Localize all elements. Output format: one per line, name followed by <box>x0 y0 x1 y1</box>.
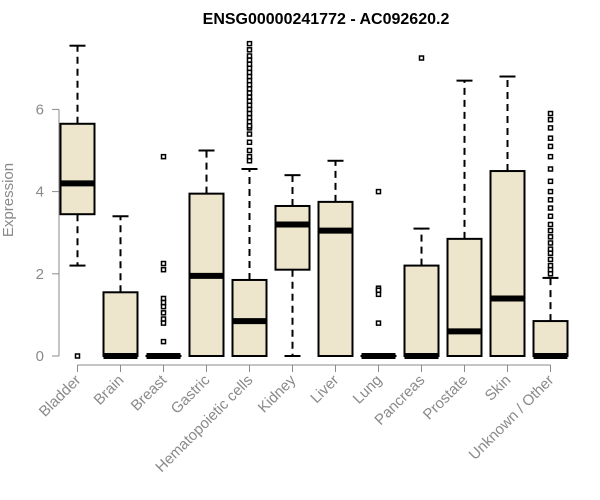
plot-area <box>59 40 569 359</box>
x-tick-label-5: Kidney <box>255 371 300 416</box>
box-group-8 <box>403 55 440 359</box>
outlier-7-4 <box>375 320 382 326</box>
box-group-11 <box>532 110 569 359</box>
outlier-2-6 <box>160 310 167 316</box>
box-1 <box>102 291 139 358</box>
outlier-4-25 <box>246 40 253 47</box>
outlier-11-15 <box>547 166 554 172</box>
outlier-11-13 <box>547 188 554 195</box>
outlier-11-10 <box>547 213 554 220</box>
y-tick-label-0: 0 <box>36 348 44 365</box>
outlier-11-8 <box>547 227 554 234</box>
x-tick-label-9: Prostate <box>420 372 472 424</box>
y-axis: 0 2 4 6 <box>36 101 60 365</box>
box-group-3 <box>188 149 225 357</box>
box-0 <box>59 122 96 216</box>
y-tick-label-6: 6 <box>36 101 44 118</box>
x-tick-label-1: Brain <box>91 372 128 409</box>
outlier-4-23 <box>246 53 253 59</box>
outlier-11-19 <box>547 125 554 131</box>
x-tick-label-0: Bladder <box>36 372 85 421</box>
box-5 <box>274 204 311 271</box>
box-group-10 <box>489 75 526 357</box>
x-tick-label-10: Skin <box>482 372 515 405</box>
outlier-4-24 <box>246 47 253 53</box>
box-group-9 <box>446 79 483 358</box>
outlier-2-1 <box>160 260 167 267</box>
outlier-11-2 <box>547 262 554 269</box>
outlier-4-2 <box>246 147 253 154</box>
outlier-11-14 <box>547 178 554 185</box>
outlier-2-5 <box>160 303 167 310</box>
box-11 <box>532 320 569 358</box>
box-6 <box>317 200 354 357</box>
outlier-7-3 <box>375 291 382 298</box>
outlier-7-0 <box>375 188 382 195</box>
box-group-0 <box>59 44 96 359</box>
x-tick-label-7: Lung <box>350 372 386 408</box>
box-4 <box>231 278 268 357</box>
outlier-4-1 <box>246 153 253 160</box>
y-axis-label: Expression <box>0 163 17 237</box>
box-10 <box>489 170 526 357</box>
box-group-1 <box>102 215 139 359</box>
outlier-11-7 <box>547 234 554 240</box>
outlier-11-20 <box>547 116 554 123</box>
outlier-4-4 <box>246 131 253 137</box>
y-tick-label-2: 2 <box>36 266 44 283</box>
outlier-2-9 <box>160 338 167 345</box>
x-tick-label-6: Liver <box>307 372 342 407</box>
outlier-11-12 <box>547 197 554 203</box>
outlier-11-3 <box>547 256 554 263</box>
outlier-11-17 <box>547 143 554 150</box>
chart-title: ENSG00000241772 - AC092620.2 <box>203 11 450 28</box>
outlier-11-9 <box>547 221 554 228</box>
box-group-2 <box>145 153 182 359</box>
outlier-8-0 <box>418 55 425 61</box>
outlier-2-8 <box>160 320 167 326</box>
box-8 <box>403 264 440 357</box>
outlier-11-16 <box>547 153 554 160</box>
outlier-11-6 <box>547 240 554 246</box>
box-group-7 <box>360 188 397 359</box>
box-group-6 <box>317 159 354 357</box>
box-9 <box>446 237 483 358</box>
outlier-0-0 <box>74 353 81 359</box>
outlier-2-2 <box>160 266 167 273</box>
outlier-4-3 <box>246 139 253 146</box>
x-tick-label-2: Breast <box>128 371 171 414</box>
outlier-11-18 <box>547 135 554 141</box>
box-group-5 <box>274 174 311 357</box>
outlier-11-11 <box>547 205 554 211</box>
outlier-11-21 <box>547 110 554 117</box>
y-tick-label-4: 4 <box>36 184 44 201</box>
outlier-11-5 <box>547 246 554 252</box>
box-group-4 <box>231 40 268 357</box>
outlier-2-0 <box>160 153 167 160</box>
